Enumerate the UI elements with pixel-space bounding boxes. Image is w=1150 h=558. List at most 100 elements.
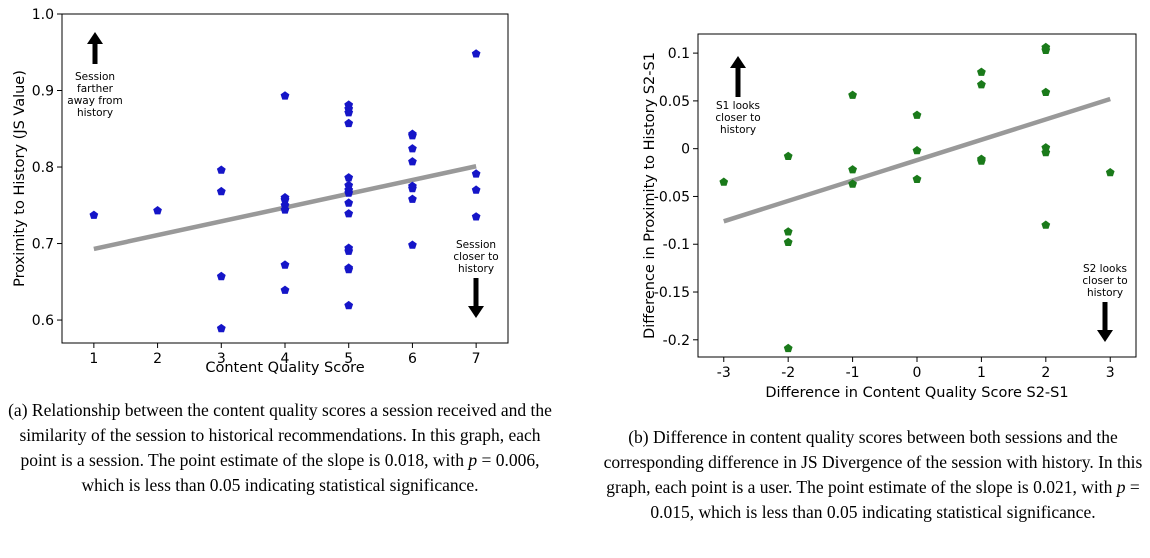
chart1-annotation-down-line: closer to: [453, 251, 498, 263]
caption-a-p-symbol: p: [468, 450, 478, 470]
chart1-data-point: [216, 165, 226, 174]
chart2-data-point: [912, 110, 922, 119]
chart2-ytick-label: -0.15: [654, 285, 690, 301]
chart1-annotation-up-line: Session: [75, 71, 115, 83]
chart2-xtick-label: -1: [846, 365, 860, 381]
chart1-data-point: [344, 246, 354, 255]
chart1-annotation-down-line: Session: [456, 239, 496, 251]
chart2-data-point: [1105, 168, 1115, 177]
chart2-ytick-label: 0.1: [668, 46, 690, 62]
chart1-data-point: [344, 198, 354, 207]
chart1-ytick-label: 0.8: [32, 160, 54, 176]
chart2-xtick-label: -2: [781, 365, 795, 381]
chart1-data-point: [471, 212, 481, 221]
caption-b-text: (b) Difference in content quality scores…: [603, 427, 1143, 497]
chart1-up-arrow-icon: [87, 32, 103, 64]
chart2-xtick-label: 1: [977, 365, 986, 381]
chart2-data-point: [783, 343, 793, 353]
chart1-xtick-label: 3: [217, 351, 226, 367]
chart2-annotation-down-line: history: [1087, 287, 1123, 299]
chart2-data-point: [783, 151, 793, 160]
chart2-data-point: [912, 174, 922, 183]
chart1-xtick-label: 2: [153, 351, 162, 367]
chart1-data-point: [344, 108, 354, 117]
chart1-xtick-label: 4: [281, 351, 290, 367]
chart1-data-point: [280, 260, 290, 269]
chart2-annotation-up-line: history: [720, 124, 756, 136]
chart2-data-point: [848, 179, 857, 188]
chart1-xtick-label: 5: [344, 351, 353, 367]
chart1-data-point: [280, 195, 290, 204]
chart1-ytick-label: 1.0: [32, 7, 54, 23]
chart1-y-axis-label: Proximity to History (JS Value): [12, 70, 28, 287]
chart2-xtick-label: 2: [1041, 365, 1050, 381]
chart1-xtick-label: 1: [89, 351, 98, 367]
chart1-data-point: [280, 285, 290, 294]
chart1-data-point: [89, 210, 99, 219]
chart2-data-point: [719, 177, 729, 186]
caption-a-tail: = 0.006, which is less than 0.05 indicat…: [81, 450, 540, 495]
chart1-ytick-label: 0.6: [32, 313, 54, 329]
chart1-data-point: [344, 173, 354, 182]
chart2-annotation-down-line: closer to: [1082, 275, 1127, 287]
chart1-data-point: [408, 183, 417, 193]
chart1-data-point: [408, 194, 417, 203]
chart1-data-point: [153, 206, 162, 215]
caption-b-p-symbol: p: [1116, 477, 1126, 497]
chart2-data-point: [1041, 87, 1051, 96]
chart1-data-point: [216, 323, 226, 333]
chart1-data-point: [280, 91, 290, 100]
chart2-data-point: [783, 227, 793, 236]
caption-b: (b) Difference in content quality scores…: [596, 425, 1150, 525]
caption-a: (a) Relationship between the content qua…: [0, 398, 560, 498]
caption-b-tail: = 0.015, which is less than 0.05 indicat…: [650, 477, 1140, 522]
chart1-data-point: [408, 157, 417, 166]
chart1-annotation-up-line: history: [77, 107, 113, 119]
chart1-data-point: [344, 118, 354, 128]
chart2-data-point: [977, 156, 986, 165]
chart1-ytick-label: 0.7: [32, 237, 54, 253]
chart1-down-arrow-icon: [468, 278, 484, 318]
chart2-data-point: [848, 165, 857, 174]
chart2-up-arrow-icon: [730, 56, 746, 97]
chart1-data-point: [408, 131, 417, 140]
chart1-annotation-up-line: farther: [77, 83, 114, 95]
chart2-annotation-down-line: S2 looks: [1083, 263, 1127, 275]
chart2-y-axis-label: Difference in Proximity to History S2-S1: [642, 52, 658, 339]
chart2-data-point: [912, 146, 922, 155]
chart1-data-point: [408, 144, 417, 153]
chart2-data-point: [1041, 143, 1051, 152]
chart2-ytick-label: -0.05: [654, 189, 690, 205]
chart2-data-point: [1041, 45, 1051, 54]
chart2-ytick-label: -0.2: [663, 333, 690, 349]
chart1-data-point: [280, 205, 290, 214]
chart2-ytick-label: 0.05: [659, 94, 690, 110]
chart1-data-point: [471, 49, 481, 58]
chart1-data-point: [216, 186, 226, 196]
chart2-data-point: [1041, 147, 1051, 157]
caption-a-text: (a) Relationship between the content qua…: [8, 400, 552, 470]
chart2-data-point: [783, 237, 793, 246]
chart1-data-point: [408, 240, 417, 249]
chart2-data-point: [848, 90, 857, 99]
chart1-xtick-label: 6: [408, 351, 417, 367]
chart2-annotation-up-line: closer to: [715, 112, 760, 124]
chart1-data-point: [344, 300, 354, 310]
chart1-data-point: [471, 185, 481, 194]
chart2-xtick-label: -3: [717, 365, 731, 381]
chart1-annotation-down-line: history: [458, 263, 494, 275]
chart1-data-point: [344, 188, 354, 197]
chart2-annotation-up-line: S1 looks: [716, 100, 760, 112]
chart2-data-point: [977, 67, 986, 76]
chart2-xtick-label: 3: [1106, 365, 1115, 381]
figure-charts: 1 2 3 4 5 6 7 0.6 0.7 0.8 0.9 1.0 Content Quality Sc…: [12, 7, 1137, 400]
chart2-ytick-label: -0.1: [663, 237, 690, 253]
chart1-data-point: [344, 264, 354, 274]
chart2-data-point: [977, 80, 986, 89]
chart1-xtick-label: 7: [472, 351, 481, 367]
chart2-x-axis-label: Difference in Content Quality Score S2-S…: [765, 385, 1068, 400]
chart1-data-point: [216, 271, 226, 281]
chart1-data-point: [471, 169, 481, 178]
chart2-down-arrow-icon: [1097, 302, 1113, 342]
chart1-x-axis-label: Content Quality Score: [205, 360, 364, 376]
